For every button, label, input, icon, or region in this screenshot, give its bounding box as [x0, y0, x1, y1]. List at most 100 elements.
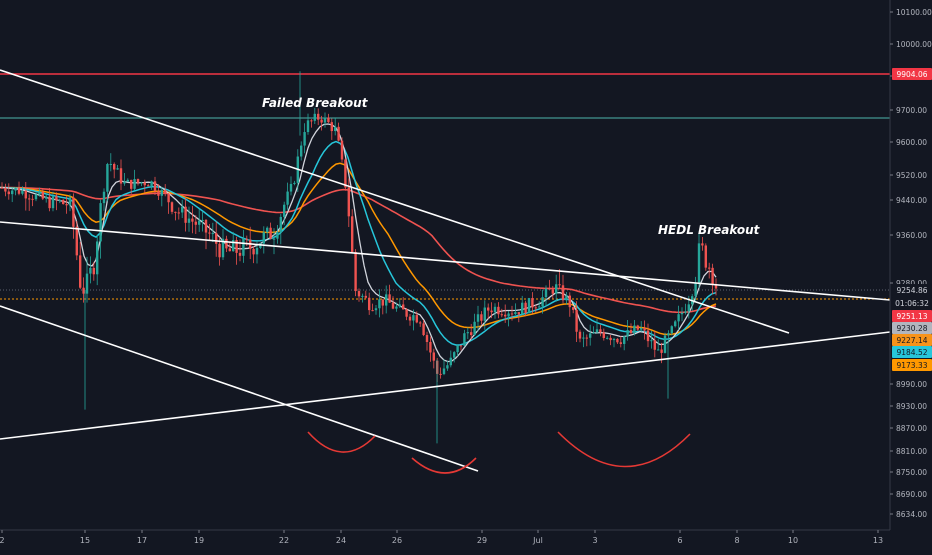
- candle: [96, 234, 99, 286]
- candle: [41, 188, 44, 201]
- candle: [507, 310, 510, 327]
- candle-body: [116, 168, 119, 170]
- candle: [113, 162, 116, 179]
- candle-body: [606, 337, 609, 339]
- candle-body: [279, 216, 282, 233]
- candle-body: [7, 191, 10, 195]
- candle: [534, 304, 537, 313]
- candle: [225, 235, 228, 253]
- price-tag-bg: [892, 322, 932, 334]
- candle-body: [381, 299, 384, 306]
- candle-body: [337, 126, 340, 141]
- candle: [14, 187, 17, 196]
- candle-body: [89, 267, 92, 274]
- candle: [327, 113, 330, 123]
- candle: [249, 226, 252, 260]
- candle-body: [242, 238, 245, 256]
- candle: [456, 344, 459, 357]
- candle: [45, 193, 48, 203]
- price-tag-bg: [892, 359, 932, 371]
- price-tag-label: 9173.33: [896, 361, 927, 370]
- x-tick-label: 29: [477, 536, 487, 545]
- y-tick-label: 8634.00: [896, 510, 927, 519]
- x-tick-label: 24: [336, 536, 346, 545]
- candle: [187, 206, 191, 232]
- candle-body: [164, 190, 167, 194]
- candle: [211, 222, 214, 243]
- price-tag-label: 9230.28: [896, 324, 927, 333]
- candle: [653, 331, 656, 358]
- candle-body: [204, 219, 208, 233]
- y-tick-label: 10000.00: [896, 40, 932, 49]
- candle-body: [266, 227, 269, 233]
- candle: [306, 113, 310, 135]
- candle-body: [344, 159, 347, 188]
- candle: [524, 300, 527, 317]
- candle-body: [459, 345, 463, 347]
- candle-body: [313, 113, 316, 121]
- candle-body: [612, 338, 616, 341]
- candle-body: [177, 212, 180, 214]
- candle-body: [419, 322, 422, 324]
- candle: [578, 329, 582, 343]
- arc-right-base: [557, 431, 691, 468]
- candle-body: [371, 310, 374, 312]
- candle: [599, 324, 602, 337]
- candle-body: [714, 284, 718, 289]
- candle: [402, 297, 405, 310]
- x-tick-label: 22: [279, 536, 289, 545]
- candle: [276, 225, 279, 244]
- candle: [616, 338, 619, 345]
- price-tag: 9173.33: [892, 359, 932, 371]
- candle: [283, 201, 286, 226]
- candle-body: [446, 365, 449, 369]
- candle: [395, 302, 398, 312]
- candle-body: [595, 329, 599, 333]
- candle: [575, 301, 578, 343]
- candle-body: [38, 191, 41, 195]
- candle: [58, 198, 61, 204]
- candle-body: [303, 132, 306, 146]
- candle: [99, 199, 102, 259]
- candle-body: [391, 302, 395, 309]
- candle-body: [680, 312, 684, 315]
- candle-body: [218, 243, 221, 258]
- candle-body: [34, 194, 38, 200]
- candle-body: [221, 238, 225, 258]
- candle-body: [521, 302, 524, 315]
- candle-body: [170, 202, 174, 212]
- candle-body: [119, 168, 123, 184]
- candle-body: [558, 284, 561, 286]
- candle-body: [310, 120, 313, 122]
- candle-body: [561, 285, 565, 301]
- candle: [684, 303, 687, 315]
- candle-body: [514, 312, 517, 315]
- candle-body: [272, 238, 276, 240]
- candle-body: [68, 197, 72, 206]
- candle: [476, 305, 480, 332]
- candle-body: [616, 338, 619, 343]
- candle: [415, 311, 418, 324]
- candle-body: [300, 145, 303, 157]
- candle: [674, 319, 677, 328]
- candle: [663, 332, 667, 354]
- candle: [514, 303, 517, 316]
- candle-body: [157, 191, 160, 196]
- candle: [609, 334, 612, 346]
- price-tag-label: 9184.52: [896, 348, 927, 357]
- candle-body: [623, 336, 626, 344]
- candle: [568, 292, 571, 317]
- candle: [310, 119, 313, 128]
- candle-body: [476, 314, 480, 322]
- candle: [68, 194, 72, 212]
- candle: [643, 320, 646, 340]
- candle-body: [184, 206, 187, 223]
- price-tag-label: 9227.14: [896, 336, 927, 345]
- candle-body: [687, 304, 690, 312]
- candle: [289, 176, 293, 196]
- candle: [75, 220, 78, 261]
- candle: [153, 176, 157, 196]
- candle-body: [402, 304, 405, 310]
